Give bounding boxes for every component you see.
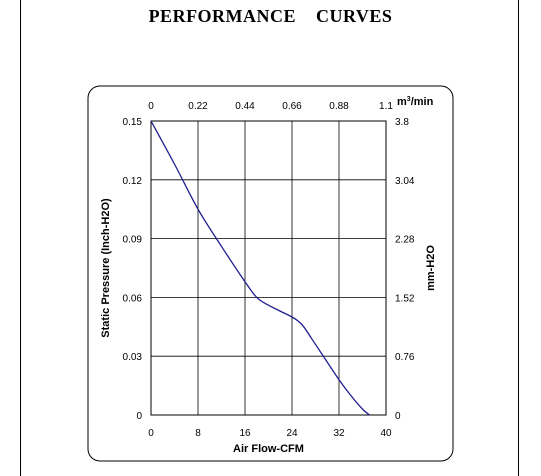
y2-tick-label: 0.76	[395, 352, 415, 363]
page-frame	[20, 0, 519, 476]
y-tick-label: 0.12	[123, 176, 143, 187]
x-axis-title: Air Flow-CFM	[233, 443, 304, 455]
y2-tick-label: 0	[395, 411, 401, 422]
y-axis-title: Static Pressure (Inch-H2O)	[100, 198, 112, 338]
plot-area	[150, 120, 387, 416]
x2-axis-title-sup: 3	[407, 96, 411, 103]
tick-labels: 0 8 16 24 32 400 0.22 0.44 0.66 0.88 1.100.030.060…	[123, 101, 415, 439]
x-tick-label: 0	[148, 428, 154, 439]
x-tick-label: 32	[333, 428, 345, 439]
x2-axis-title-rest: /min	[411, 96, 434, 108]
y-tick-label: 0.09	[123, 235, 143, 246]
y2-tick-label: 1.52	[395, 293, 415, 304]
y-tick-label: 0	[136, 411, 142, 422]
x2-tick-label: 0.88	[329, 101, 349, 112]
y2-tick-label: 3.04	[395, 176, 415, 187]
x-tick-label: 16	[239, 428, 251, 439]
x2-tick-label: 0.22	[188, 101, 208, 112]
y2-tick-label: 2.28	[395, 235, 415, 246]
x2-tick-label: 1.1	[379, 101, 393, 112]
x2-axis-title-base: m	[397, 96, 407, 108]
x2-axis-title: m3/min	[397, 96, 434, 108]
x-tick-label: 8	[195, 428, 201, 439]
x-tick-label: 40	[380, 428, 392, 439]
y-tick-label: 0.15	[123, 117, 143, 128]
y-tick-label: 0.06	[123, 293, 143, 304]
grid	[151, 121, 386, 415]
page-title: PERFORMANCE CURVES	[148, 6, 393, 26]
x2-tick-label: 0.66	[282, 101, 302, 112]
x2-tick-label: 0	[148, 101, 154, 112]
chart-box	[87, 85, 454, 462]
y2-tick-label: 3.8	[395, 117, 409, 128]
x-tick-label: 24	[286, 428, 298, 439]
y-tick-label: 0.03	[123, 352, 143, 363]
x2-tick-label: 0.44	[235, 101, 255, 112]
series-line	[150, 120, 370, 416]
y2-axis-title: mm-H2O	[425, 245, 437, 291]
